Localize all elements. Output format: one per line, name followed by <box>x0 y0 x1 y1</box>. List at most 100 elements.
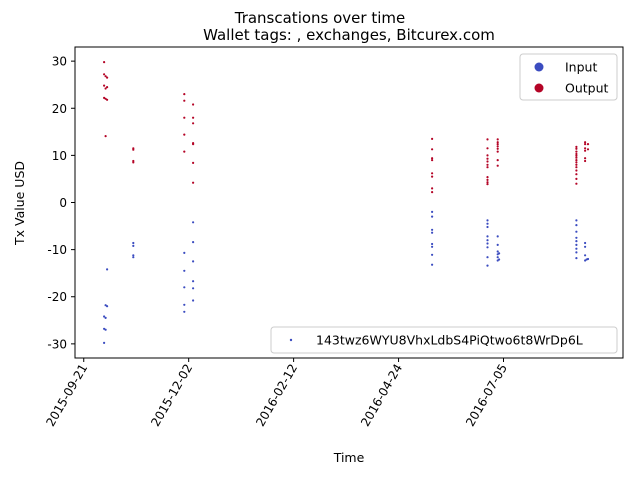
output-point-57 <box>575 152 578 156</box>
output-point-6 <box>106 86 109 89</box>
input-point-17 <box>192 221 195 224</box>
input-point-54 <box>575 247 578 250</box>
y-tick-label: 20 <box>52 102 67 116</box>
input-point-27 <box>431 242 434 246</box>
input-point-3 <box>103 315 106 318</box>
output-point-66 <box>575 177 578 180</box>
legend-output-marker <box>534 83 544 93</box>
output-point-30 <box>431 159 434 162</box>
output-point-39 <box>486 160 489 163</box>
y-tick-label: 10 <box>52 149 67 163</box>
y-tick-label: 0 <box>59 196 67 210</box>
y-tick-label: 30 <box>52 55 67 69</box>
input-point-34 <box>486 235 489 238</box>
output-point-71 <box>584 149 587 152</box>
x-tick-label: 2015-12-02 <box>148 362 195 429</box>
output-point-21 <box>192 116 195 119</box>
input-point-20 <box>192 280 195 283</box>
input-point-2 <box>106 305 109 308</box>
input-point-59 <box>584 254 587 257</box>
output-point-28 <box>431 148 434 151</box>
output-point-56 <box>575 150 578 153</box>
output-point-29 <box>431 157 434 160</box>
input-point-30 <box>431 263 434 266</box>
x-tick-label: 2016-07-05 <box>463 362 510 429</box>
output-point-37 <box>486 154 489 157</box>
legend-input-marker <box>534 62 544 72</box>
input-point-41 <box>496 243 499 246</box>
output-point-53 <box>496 164 499 167</box>
input-point-14 <box>183 286 186 289</box>
output-point-63 <box>575 166 578 169</box>
input-point-15 <box>183 303 186 306</box>
legend-output-label: Output <box>565 81 609 96</box>
output-point-9 <box>106 98 109 101</box>
y-tick-label: -10 <box>47 243 67 257</box>
output-point-44 <box>486 181 489 184</box>
output-point-33 <box>431 187 434 190</box>
output-point-19 <box>183 150 186 153</box>
x-axis-label: Time <box>333 450 365 465</box>
output-point-45 <box>486 183 489 186</box>
output-point-3 <box>106 76 109 79</box>
output-point-14 <box>132 161 135 164</box>
output-point-72 <box>584 157 587 160</box>
address-legend-box <box>270 326 618 354</box>
output-point-22 <box>192 122 195 125</box>
output-point-24 <box>192 143 195 146</box>
x-tick-label: 2016-04-24 <box>358 362 405 429</box>
output-point-16 <box>183 99 186 102</box>
output-point-5 <box>104 87 107 90</box>
output-point-36 <box>486 147 489 150</box>
input-point-40 <box>496 235 499 238</box>
data-points <box>103 61 590 344</box>
output-point-52 <box>496 159 499 162</box>
output-point-34 <box>431 191 434 194</box>
input-point-48 <box>575 219 578 222</box>
output-point-10 <box>104 135 107 138</box>
series-legend: Input Output <box>519 53 618 101</box>
input-point-35 <box>486 239 489 242</box>
output-point-18 <box>183 133 186 136</box>
x-axis-ticks: 2015-09-21 2015-12-02 2016-02-12 2016-04-24… <box>43 358 510 429</box>
output-point-74 <box>586 143 590 146</box>
output-point-62 <box>575 163 578 166</box>
input-point-46 <box>498 252 501 255</box>
input-point-44 <box>496 256 499 259</box>
output-point-47 <box>496 141 499 144</box>
input-point-19 <box>192 260 195 263</box>
output-point-73 <box>584 159 587 163</box>
x-tick-label: 2015-09-21 <box>43 362 90 429</box>
y-tick-label: -20 <box>47 290 67 304</box>
output-point-58 <box>575 154 578 157</box>
input-point-42 <box>496 250 499 253</box>
input-point-29 <box>431 253 434 256</box>
output-point-50 <box>496 147 499 150</box>
input-point-50 <box>575 230 578 233</box>
output-point-61 <box>575 161 578 164</box>
output-point-40 <box>486 163 489 166</box>
legend-address-marker <box>289 338 293 342</box>
input-point-31 <box>486 219 489 222</box>
output-point-46 <box>496 138 499 141</box>
x-tick-label: 2016-02-12 <box>253 362 300 429</box>
input-point-39 <box>486 264 489 267</box>
series-legend-box <box>519 53 618 101</box>
output-point-27 <box>431 137 434 140</box>
output-point-20 <box>192 103 195 106</box>
chart-title: Transcations over time <box>234 9 406 27</box>
output-point-38 <box>486 157 489 160</box>
output-point-17 <box>183 116 186 119</box>
input-point-8 <box>132 241 135 245</box>
output-point-0 <box>103 61 106 64</box>
input-point-10 <box>132 254 135 257</box>
input-point-18 <box>192 241 195 244</box>
input-point-6 <box>104 328 107 331</box>
output-point-32 <box>431 175 434 178</box>
input-point-62 <box>586 257 590 261</box>
input-point-55 <box>575 251 578 254</box>
output-point-55 <box>575 147 578 150</box>
input-point-9 <box>132 244 135 247</box>
address-legend: 143twz6WYU8VhxLdbS4PiQtwo6t8WrDp6L <box>270 326 618 354</box>
input-point-36 <box>486 242 489 245</box>
